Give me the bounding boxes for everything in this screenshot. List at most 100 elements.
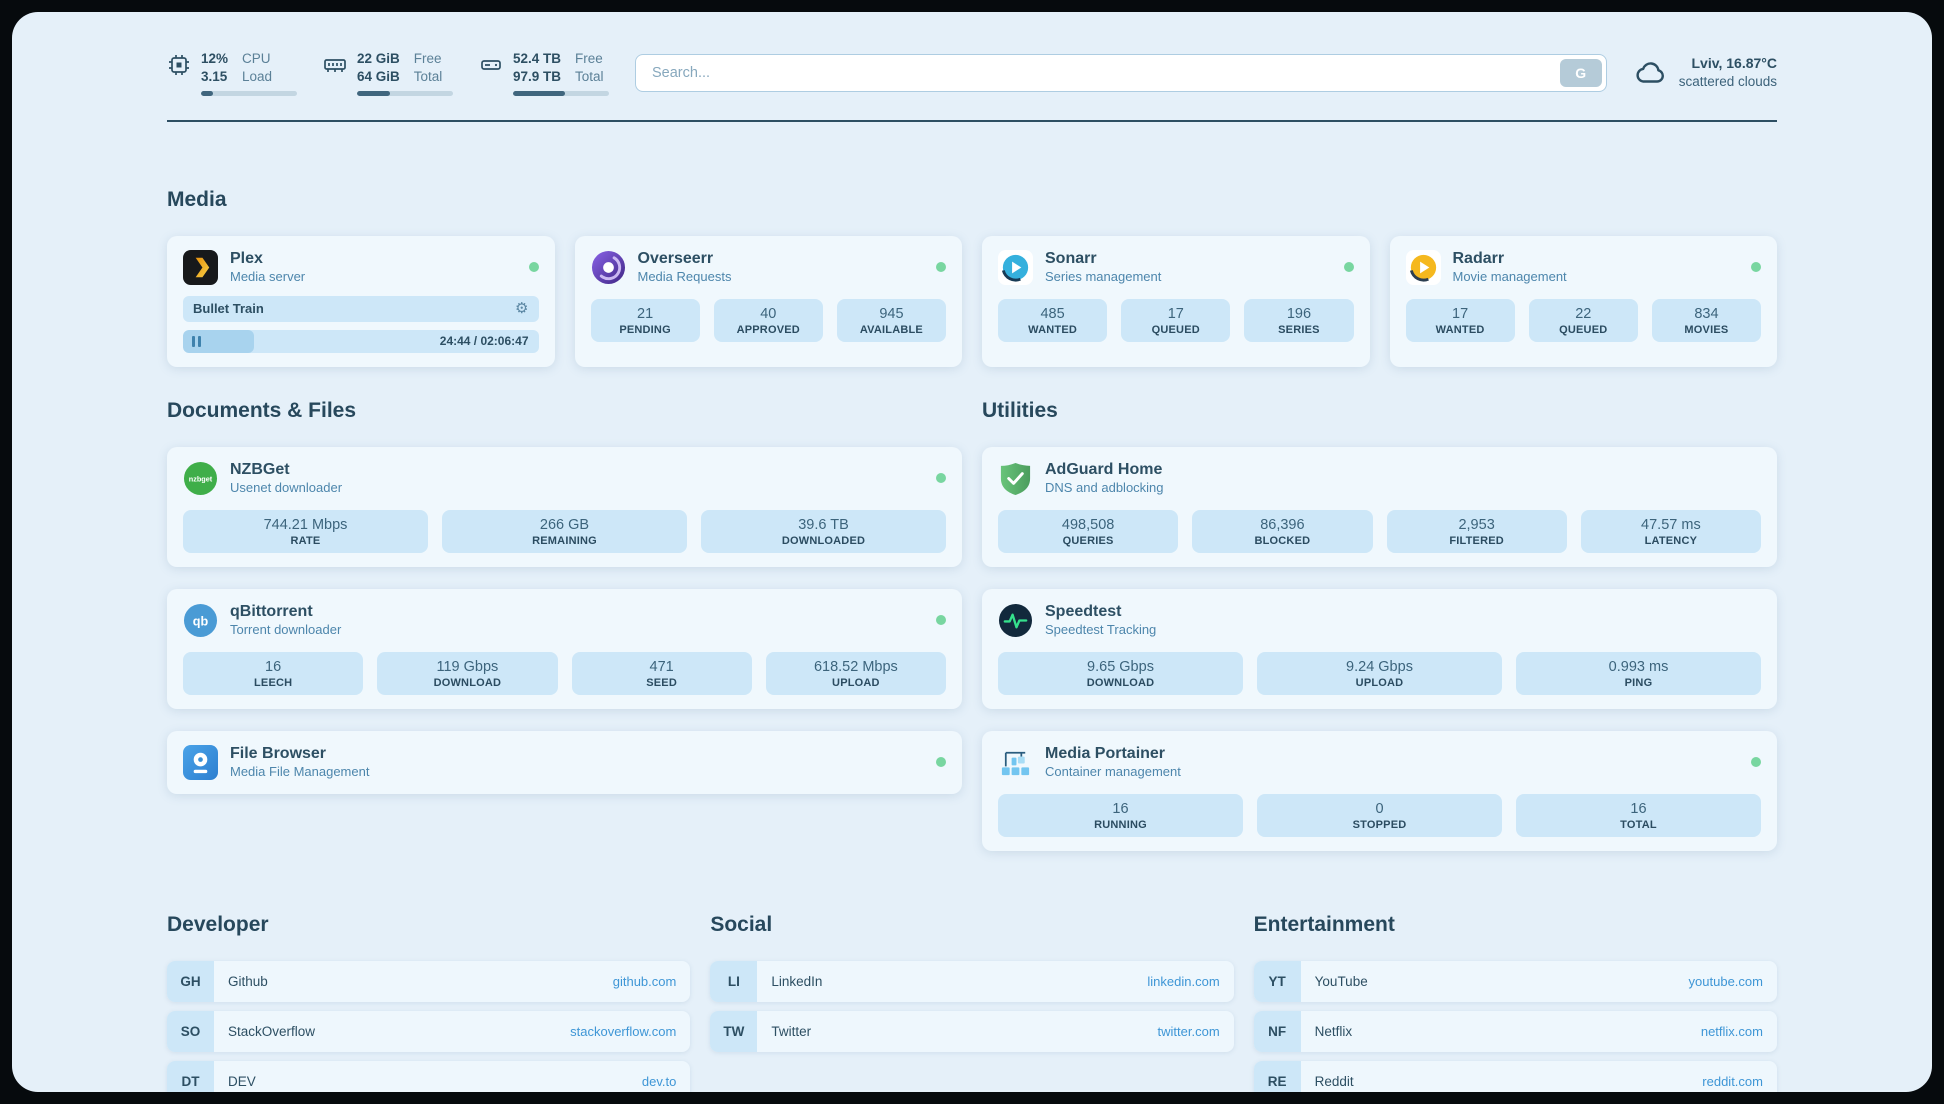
cpu-widget: 12% 3.15 CPU Load (167, 50, 297, 96)
service-card-qbittorrent[interactable]: qb qBittorrent Torrent downloader 16 LEE… (167, 588, 962, 709)
status-dot (528, 262, 539, 273)
bookmark-reddit[interactable]: RE Reddit reddit.com (1253, 1060, 1777, 1092)
stat-chip: 39.6 TB DOWNLOADED (701, 509, 946, 553)
bookmark-url: stackoverflow.com (570, 1023, 677, 1039)
portainer-icon (998, 745, 1033, 780)
service-subtitle: Media Requests (637, 269, 732, 285)
service-card-overseerr[interactable]: Overseerr Media Requests 21 PENDING 40 A… (574, 235, 962, 367)
service-card-speedtest[interactable]: Speedtest Speedtest Tracking 9.65 Gbps D… (982, 588, 1777, 709)
bookmark-dev[interactable]: DT DEV dev.to (167, 1060, 691, 1092)
memory-icon (323, 53, 347, 77)
stat-chip: 22 QUEUED (1528, 298, 1638, 342)
service-name: qBittorrent (230, 603, 313, 621)
service-subtitle: Usenet downloader (230, 480, 343, 496)
search-input[interactable] (635, 53, 1607, 92)
search-engine-button[interactable]: G (1559, 58, 1602, 87)
service-subtitle: Container management (1045, 764, 1181, 780)
bookmark-stackoverflow[interactable]: SO StackOverflow stackoverflow.com (167, 1010, 691, 1052)
section-social: Social LI LinkedIn linkedin.com TW Twitt… (710, 913, 1234, 1092)
bookmark-url: github.com (612, 973, 677, 989)
memory-total: 64 GiB (357, 68, 400, 84)
service-card-plex[interactable]: Plex Media server Bullet Train ⚙ 24:44 /… (167, 235, 555, 367)
status-dot (936, 757, 946, 768)
stat-chip: 16 RUNNING (998, 793, 1243, 837)
cpu-icon (167, 53, 191, 77)
stat-chip: 21 PENDING (590, 298, 700, 342)
plex-icon (183, 249, 218, 285)
bookmark-twitter[interactable]: TW Twitter twitter.com (710, 1010, 1234, 1052)
service-subtitle: DNS and adblocking (1045, 480, 1164, 496)
service-subtitle: Series management (1045, 269, 1162, 285)
stat-chip: 744.21 Mbps RATE (183, 509, 428, 553)
memory-widget: 22 GiB 64 GiB Free Total (323, 50, 453, 96)
section-developer: Developer GH Github github.com SO StackO… (167, 913, 691, 1092)
disk-icon (479, 53, 503, 77)
stat-chip: 266 GB REMAINING (442, 509, 687, 553)
pause-icon[interactable] (192, 335, 201, 347)
memory-label-2: Total (413, 68, 443, 84)
stat-chip: 834 MOVIES (1651, 298, 1762, 342)
memory-free: 22 GiB (357, 51, 400, 66)
cloud-icon (1633, 56, 1667, 90)
service-name: Overseerr (637, 250, 714, 268)
cpu-load: 3.15 (201, 68, 228, 84)
bookmark-linkedin[interactable]: LI LinkedIn linkedin.com (710, 960, 1234, 1002)
bookmark-abbr: SO (167, 1010, 214, 1052)
dashboard-page: 12% 3.15 CPU Load (12, 12, 1932, 1092)
stat-chip: 47.57 ms LATENCY (1580, 509, 1761, 553)
service-name: File Browser (230, 745, 327, 763)
cpu-label-2: Load (242, 68, 273, 84)
speedtest-icon (998, 603, 1033, 638)
service-subtitle: Media server (230, 269, 306, 285)
overseerr-icon (591, 250, 626, 285)
qbittorrent-icon: qb (183, 603, 218, 638)
bookmark-url: linkedin.com (1147, 973, 1220, 989)
status-dot (936, 473, 946, 484)
disk-total: 97.9 TB (513, 68, 562, 84)
player-progress-bar[interactable]: 24:44 / 02:06:47 (183, 329, 539, 353)
service-card-radarr[interactable]: Radarr Movie management 17 WANTED 22 QUE… (1389, 235, 1777, 367)
service-card-filebrowser[interactable]: File Browser Media File Management (167, 730, 962, 794)
bookmark-url: youtube.com (1688, 973, 1763, 989)
bookmark-netflix[interactable]: NF Netflix netflix.com (1253, 1010, 1777, 1052)
service-card-nzbget[interactable]: nzbget NZBGet Usenet downloader 744.21 M… (167, 446, 962, 567)
service-card-portainer[interactable]: Media Portainer Container management 16 … (982, 730, 1777, 851)
section-media: Media Plex (167, 188, 1777, 367)
service-subtitle: Movie management (1452, 269, 1567, 285)
stat-chip: 498,508 QUERIES (998, 509, 1179, 553)
stat-chip: 485 WANTED (998, 298, 1108, 342)
bookmark-github[interactable]: GH Github github.com (167, 960, 691, 1002)
bookmark-name: YouTube (1314, 973, 1368, 989)
stat-chip: 119 Gbps DOWNLOAD (377, 651, 558, 695)
service-name: Radarr (1452, 250, 1505, 268)
service-subtitle: Speedtest Tracking (1045, 622, 1157, 638)
stat-chip: 471 SEED (571, 651, 752, 695)
radarr-icon (1405, 249, 1441, 285)
top-bar: 12% 3.15 CPU Load (167, 50, 1777, 96)
svg-text:qb: qb (193, 614, 209, 628)
service-name: Sonarr (1045, 250, 1097, 268)
bookmark-youtube[interactable]: YT YouTube youtube.com (1253, 960, 1777, 1002)
section-title-media: Media (167, 187, 227, 211)
stat-chip: 0 STOPPED (1257, 793, 1502, 837)
bookmark-name: Github (228, 973, 268, 989)
cpu-percent: 12% (201, 51, 229, 66)
weather-location: Lviv, 16.87°C (1691, 55, 1778, 72)
service-subtitle: Media File Management (230, 764, 370, 780)
bookmark-url: netflix.com (1700, 1023, 1763, 1039)
bookmark-url: twitter.com (1157, 1023, 1220, 1039)
header-divider (167, 119, 1777, 122)
cpu-progress-bar (201, 90, 297, 96)
stat-chip: 16 LEECH (183, 651, 364, 695)
gear-icon[interactable]: ⚙ (515, 300, 529, 318)
stat-chip: 196 SERIES (1244, 298, 1354, 342)
service-card-adguard[interactable]: AdGuard Home DNS and adblocking 498,508 … (982, 446, 1777, 567)
weather-condition: scattered clouds (1678, 74, 1777, 90)
bookmark-name: Twitter (771, 1023, 812, 1039)
system-widgets: 12% 3.15 CPU Load (167, 50, 609, 96)
svg-text:nzbget: nzbget (189, 474, 213, 483)
stat-chip: 86,396 BLOCKED (1192, 509, 1373, 553)
filebrowser-icon (183, 744, 218, 780)
player-time: 24:44 / 02:06:47 (439, 334, 529, 349)
service-card-sonarr[interactable]: Sonarr Series management 485 WANTED 17 Q… (982, 235, 1370, 367)
